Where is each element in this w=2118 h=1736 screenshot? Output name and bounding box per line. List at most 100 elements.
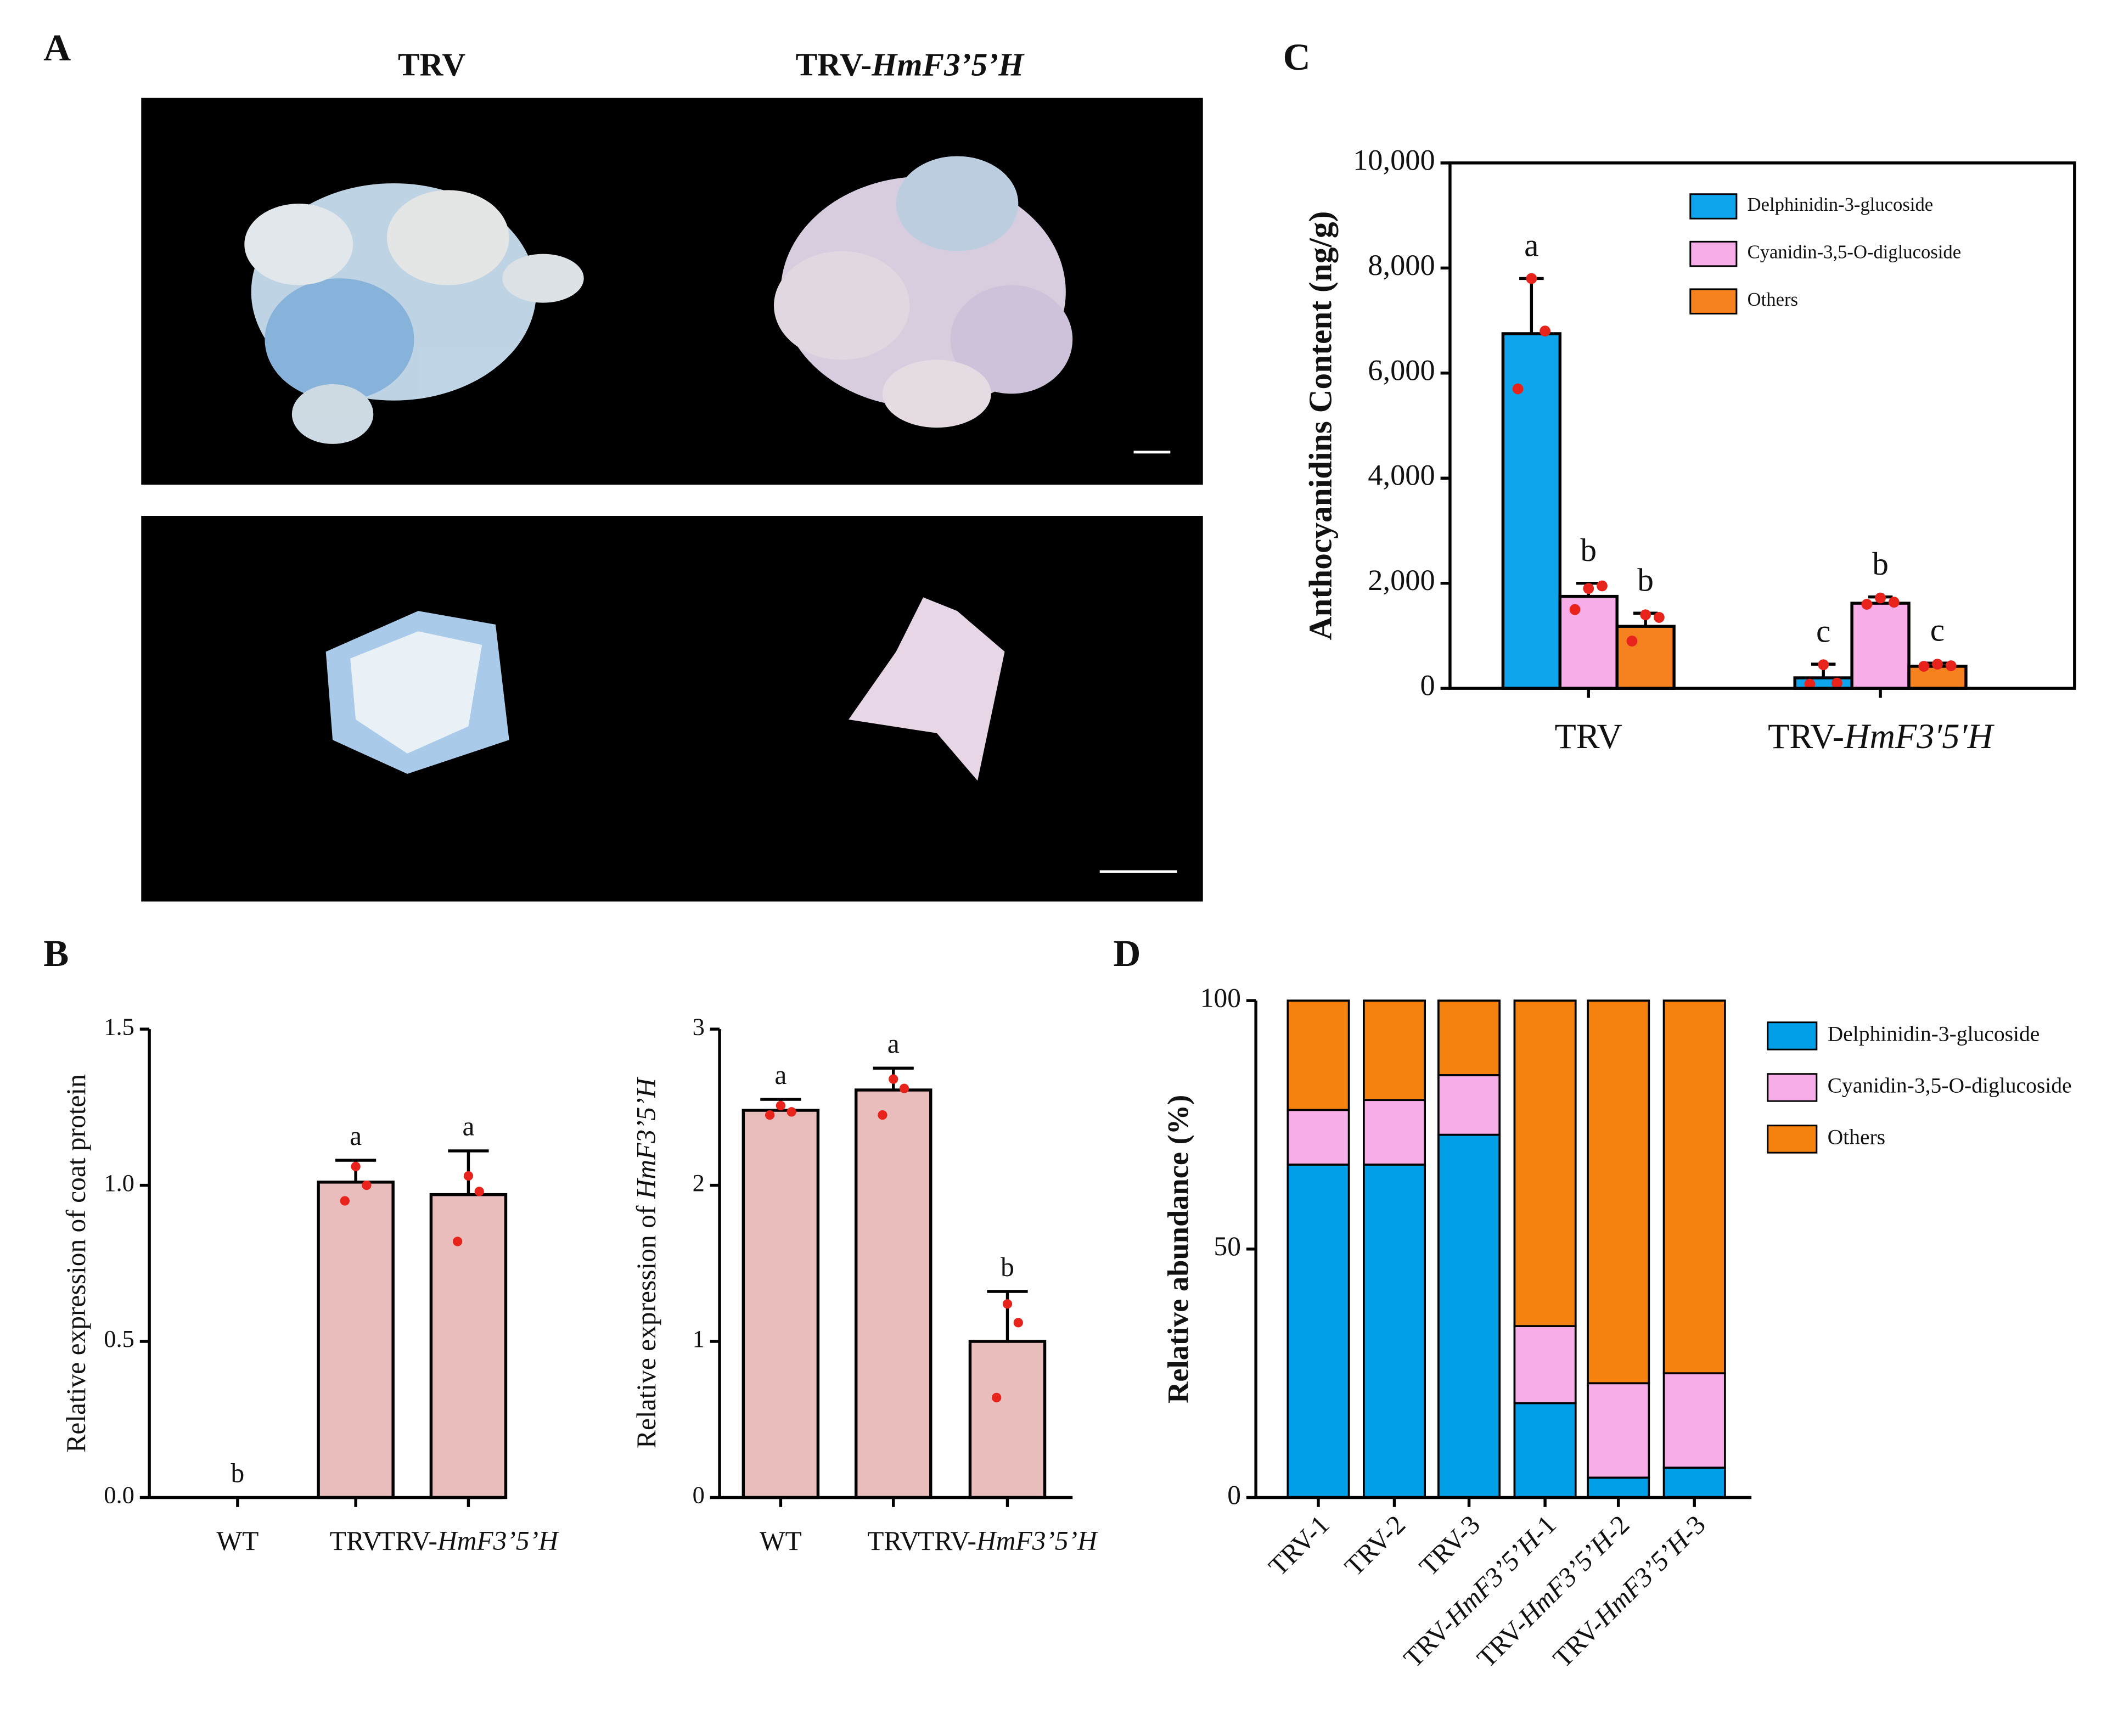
data-point [463,1171,474,1181]
data-point [1597,580,1608,592]
significance-letter: a [1524,227,1538,263]
data-point [899,1083,909,1093]
data-point [786,1107,796,1117]
significance-letter: b [1580,532,1597,568]
bar-segment [1587,1476,1650,1499]
data-point [362,1180,372,1190]
legend-swatch [1689,288,1738,314]
legend-label: Delphinidin-3-glucoside [1748,194,1933,215]
data-point [765,1110,775,1120]
significance-letter: b [1872,546,1889,582]
data-point [1888,597,1900,608]
x-tick-label: WT [216,1526,259,1556]
bar-segment [1662,1372,1726,1469]
y-tick-label: 1.5 [104,1013,134,1040]
legend-label: Others [1748,289,1798,310]
significance-letter: c [1816,613,1830,649]
data-point [1526,273,1537,284]
bar [1793,676,1853,690]
legend-label: Others [1828,1125,1885,1149]
bar [317,1181,395,1499]
x-tick-label: TRV-HmF3′5′H [1768,717,1995,756]
significance-letter: a [887,1029,900,1059]
y-tick-label: 0.0 [104,1481,134,1509]
significance-letter: c [1930,611,1945,648]
x-tick-label: TRV-HmF3’5’H [918,1526,1098,1556]
y-tick-label: 2 [693,1169,705,1196]
photo-heading: TRV-HmF3’5’H [796,46,1025,82]
y-axis-label: Anthocyanidins Content (ng/g) [1302,211,1338,641]
data-point [889,1074,898,1084]
y-axis-label: Relative abundance (%) [1162,1095,1195,1403]
panel-label: D [1113,932,1141,974]
data-point [878,1110,887,1120]
y-tick-label: 0.5 [104,1325,134,1352]
bar-segment [1587,999,1650,1385]
bar-segment [1437,999,1501,1076]
data-point [1861,599,1873,610]
data-point [1512,383,1524,395]
panel-label: A [43,26,71,69]
legend-swatch [1767,1021,1818,1050]
significance-letter: a [350,1121,362,1151]
data-point [1626,636,1638,647]
y-tick-label: 0 [1420,669,1435,702]
y-tick-label: 0 [693,1481,705,1509]
data-point [1640,609,1651,621]
legend-label: Cyanidin-3,5-O-diglucoside [1748,242,1961,263]
bar [1850,602,1911,690]
bar-segment [1513,999,1577,1327]
significance-letter: a [774,1060,786,1090]
photo-heading: TRV [398,46,465,82]
bar-segment [1362,999,1426,1102]
x-tick-label: TRV [867,1526,919,1556]
y-tick-label: 0 [1227,1480,1241,1510]
bar [429,1193,508,1499]
photo-top [141,98,1203,485]
legend-label: Delphinidin-3-glucoside [1828,1022,2040,1046]
data-point [1540,325,1550,337]
bar-segment [1362,1164,1426,1499]
y-tick-label: 1.0 [104,1169,134,1196]
legend-swatch [1689,193,1738,220]
y-tick-label: 4,000 [1368,459,1435,492]
x-tick-label: TRV-3 [1413,1509,1486,1582]
significance-letter: b [231,1458,245,1488]
y-tick-label: 8,000 [1368,249,1435,282]
data-point [452,1237,463,1246]
data-point [1653,612,1665,623]
x-tick-label: TRV [330,1526,382,1556]
bar-segment [1587,1382,1650,1479]
bar [741,1109,820,1499]
y-tick-label: 100 [1200,982,1241,1013]
x-tick-label: TRV-1 [1263,1509,1335,1582]
x-tick-label: TRV-2 [1339,1509,1411,1582]
bar [1615,625,1676,690]
significance-letter: b [1637,561,1654,598]
data-point [1932,659,1943,670]
data-point [340,1196,350,1206]
panel-label: C [1283,36,1311,78]
legend-label: Cyanidin-3,5-O-diglucoside [1828,1074,2072,1098]
bar-segment [1662,999,1726,1375]
x-tick-label: WT [760,1526,802,1556]
y-axis-label: Relative expression of coat protein [61,1074,91,1453]
panel-label: B [43,932,69,974]
photo-bottom [141,516,1203,902]
data-point [1013,1318,1023,1328]
legend-swatch [1767,1073,1818,1102]
plot-frame [1448,161,2076,690]
legend-swatch [1767,1125,1818,1154]
bar [1558,594,1619,690]
bar-segment [1286,999,1350,1111]
bar-segment [1513,1402,1577,1499]
bar-segment [1437,1074,1501,1136]
y-tick-label: 2,000 [1368,564,1435,597]
y-tick-label: 3 [693,1013,705,1040]
bar-segment [1286,1109,1350,1166]
bar [968,1340,1047,1499]
data-point [1569,604,1581,615]
legend-swatch [1689,240,1738,267]
data-point [351,1161,361,1172]
